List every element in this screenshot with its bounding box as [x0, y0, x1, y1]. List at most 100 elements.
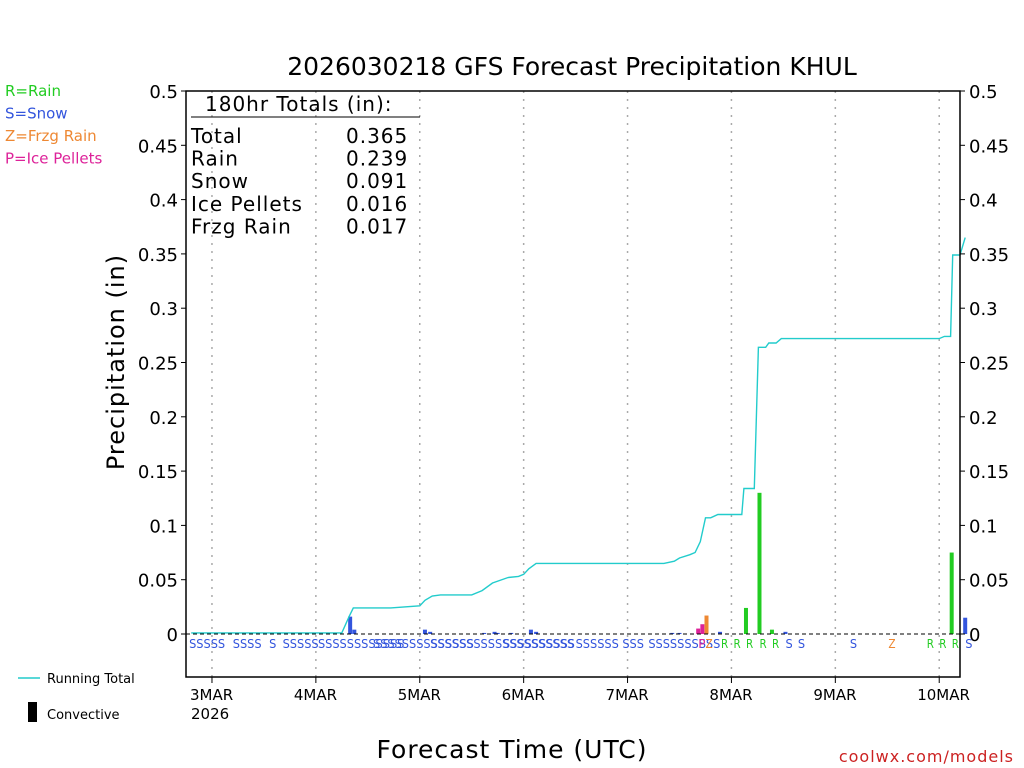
type-marker: SSSSSSSSSS [503, 637, 575, 651]
precip-bar [743, 607, 748, 634]
type-marker: SSSSSS [576, 637, 619, 651]
precip-bar [534, 631, 539, 634]
convective-legend-label: Convective [47, 708, 120, 723]
precip-bar [352, 629, 357, 634]
y-tick-label-right: 0.1 [969, 516, 998, 537]
legend-p: P=Ice Pellets [5, 150, 102, 168]
running-total-line [191, 237, 966, 634]
legend-r: R=Rain [5, 82, 61, 100]
y-axis-label: Precipitation (in) [102, 254, 130, 470]
y-tick-label: 0.5 [149, 82, 178, 103]
precip-type-markers: SSSSS SSSS S SSSSS SSSSSSSSSSSSSSSSSSSSSSSSS… [189, 637, 972, 651]
x-axis: 3MAR 4MAR 5MAR 6MAR 7MAR 8MAR 9MAR 10MAR [190, 677, 970, 704]
y-tick-label-right: 0.35 [969, 245, 1009, 266]
x-tick-label: 8MAR [709, 686, 752, 704]
y-tick-label-right: 0.3 [969, 299, 998, 320]
type-marker: SSSSSSSSSSSSSS [373, 637, 474, 651]
y-axis: 0 0 0.05 0.05 0.1 0.1 0.15 0.15 0.2 0.2 0.25 0.25 0.… [138, 82, 1009, 646]
x-tick-label: 10MAR [917, 686, 970, 704]
precip-bar [492, 631, 497, 634]
type-marker: SSSSS [283, 637, 319, 651]
x-tick-label: 9MAR [813, 686, 856, 704]
totals-row-value: 0.016 [346, 192, 408, 216]
y-tick-label-right: 0.25 [969, 354, 1009, 375]
type-marker: R [721, 637, 728, 651]
precip-bar [677, 632, 682, 634]
x-tick-label: 6MAR [502, 686, 545, 704]
y-tick-label-right: 0 [969, 625, 980, 646]
y-tick-label: 0.25 [138, 354, 178, 375]
type-marker: R [952, 637, 959, 651]
line-legend: Running Total Convective [18, 672, 135, 723]
x-tick-label: 7MAR [606, 686, 649, 704]
type-marker: R [927, 637, 934, 651]
type-marker: SSSSSSSSSSSSSSSSSSSS [430, 637, 574, 651]
totals-row-label: Total [190, 124, 243, 148]
precip-bar [509, 632, 514, 634]
y-tick-label-right: 0.5 [969, 82, 998, 103]
precip-bar [670, 632, 675, 634]
type-marker: SSSS [233, 637, 262, 651]
type-marker: R [772, 637, 779, 651]
x-tick-label: 3MAR [190, 686, 233, 704]
precip-bar [482, 632, 487, 634]
plot-frame [185, 90, 961, 678]
totals-row-value: 0.365 [346, 124, 408, 148]
y-tick-label: 0.4 [149, 191, 178, 212]
y-tick-label: 0 [167, 625, 178, 646]
y-tick-label-right: 0.45 [969, 136, 1009, 157]
y-tick-label: 0.3 [149, 299, 178, 320]
y-tick-label-right: 0.15 [969, 462, 1009, 483]
precip-type-legend: R=Rain S=Snow Z=Frzg Rain P=Ice Pellets [5, 82, 102, 168]
totals-row-value: 0.091 [346, 169, 408, 193]
precip-bar [704, 615, 709, 634]
y-tick-label: 0.2 [149, 408, 178, 429]
type-marker: R [759, 637, 766, 651]
precip-bar [428, 631, 433, 634]
type-marker: R [939, 637, 946, 651]
y-tick-label: 0.35 [138, 245, 178, 266]
precip-bar [696, 628, 701, 634]
y-tick-label: 0.05 [138, 571, 178, 592]
legend-z: Z=Frzg Rain [5, 127, 97, 145]
type-marker: SSSSSSSSSSSS [318, 637, 404, 651]
x-tick-label: 4MAR [294, 686, 337, 704]
y-tick-label: 0.1 [149, 516, 178, 537]
year-label: 2026 [191, 705, 229, 723]
totals-row-value: 0.017 [346, 214, 408, 238]
type-marker: S [785, 637, 792, 651]
type-marker: S [965, 637, 972, 651]
precip-bar [783, 631, 788, 634]
type-marker: S [850, 637, 857, 651]
totals-row-label: Ice Pellets [191, 192, 303, 216]
precip-bar [495, 632, 500, 634]
y-tick-label-right: 0.05 [969, 571, 1009, 592]
convective-legend-swatch [28, 702, 37, 722]
totals-row-label: Frzg Rain [191, 214, 292, 238]
credit-label: coolwx.com/models [839, 747, 1014, 766]
precip-bar [769, 629, 774, 634]
type-marker: SSSSS [189, 637, 225, 651]
totals-box: 180hr Totals (in): Total 0.365 Rain 0.239 Sn… [190, 92, 420, 238]
type-marker: R [746, 637, 753, 651]
chart-title: 2026030218 GFS Forecast Precipitation KH… [287, 52, 857, 81]
precip-bar [700, 624, 705, 634]
precip-bar [528, 629, 533, 634]
precip-bar [348, 616, 353, 634]
y-tick-label-right: 0.4 [969, 191, 998, 212]
y-tick-label: 0.15 [138, 462, 178, 483]
type-marker: R [734, 637, 741, 651]
running-total-legend-label: Running Total [47, 672, 135, 687]
type-marker: Z [705, 637, 712, 651]
precip-bar [718, 631, 723, 634]
y-tick-label: 0.45 [138, 136, 178, 157]
type-marker: SSSSSSSSSS [648, 637, 720, 651]
precip-bar [963, 617, 968, 634]
totals-header: 180hr Totals (in): [205, 92, 393, 116]
type-marker: S [798, 637, 805, 651]
legend-s: S=Snow [5, 105, 68, 123]
precip-bar [757, 492, 762, 634]
grid-lines [211, 91, 940, 677]
precip-bar [949, 552, 954, 634]
